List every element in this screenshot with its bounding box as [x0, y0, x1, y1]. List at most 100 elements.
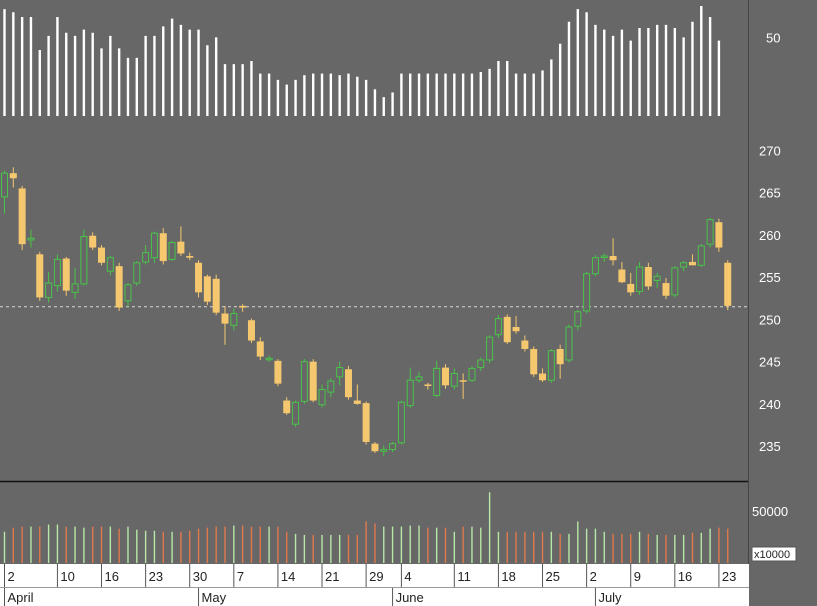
candle	[292, 400, 300, 427]
candle	[89, 232, 97, 251]
candle	[424, 382, 432, 390]
candle	[556, 344, 564, 379]
candle-body-up	[45, 282, 53, 298]
candle-body-up	[547, 350, 555, 381]
volume-tick-label: 50000	[752, 504, 788, 519]
candle-body-up	[433, 367, 441, 396]
candle	[539, 368, 547, 382]
candle-body-up	[142, 252, 150, 263]
candle-body-up	[27, 237, 35, 241]
candle-body-down	[442, 367, 449, 386]
candle-body-up	[406, 379, 414, 407]
candle	[133, 261, 141, 286]
candle-body-up	[450, 373, 458, 387]
candle-body-down	[512, 327, 520, 332]
candle	[609, 238, 617, 266]
candle	[168, 240, 176, 262]
candle-body-up	[397, 401, 405, 444]
candle-body-up	[477, 359, 485, 369]
candle-body-up	[574, 311, 582, 327]
candle	[300, 359, 308, 404]
candle	[468, 365, 476, 382]
candle	[547, 348, 555, 383]
candle-body-down	[503, 316, 511, 343]
candle-body-up	[494, 318, 502, 336]
candle	[433, 360, 441, 398]
candle	[389, 441, 397, 453]
candle-body-up	[230, 312, 238, 326]
day-label: 25	[546, 569, 560, 584]
day-label: 2	[590, 569, 597, 584]
candle-body-up	[265, 357, 273, 361]
candle	[503, 314, 511, 344]
candle-body-down	[62, 258, 70, 291]
candle-body-down	[424, 384, 432, 386]
candle	[195, 260, 203, 298]
day-label: 10	[60, 569, 74, 584]
price-tick-label: 270	[759, 143, 781, 158]
candle	[715, 218, 723, 252]
candle-body-up	[53, 258, 61, 287]
candle-body-up	[468, 367, 476, 381]
candle-body-down	[662, 283, 670, 296]
candle-body-down	[98, 247, 106, 263]
candle-body-down	[221, 313, 229, 324]
candle	[406, 367, 414, 409]
candle	[477, 357, 485, 371]
candle-body-down	[195, 262, 203, 293]
candle-body-down	[627, 283, 635, 293]
day-label: 23	[149, 569, 163, 584]
candle-body-down	[715, 222, 723, 248]
month-label: May	[202, 590, 227, 605]
candle-body-down	[274, 360, 282, 384]
candle	[274, 359, 282, 387]
candle-body-down	[247, 320, 255, 341]
candle-body-up	[486, 336, 494, 361]
candle	[142, 245, 150, 265]
candle-body-up	[300, 361, 308, 402]
candle-body-down	[556, 348, 564, 365]
candle	[230, 308, 238, 331]
day-label: 11	[457, 569, 471, 584]
candle	[371, 441, 379, 453]
candle	[150, 231, 158, 263]
candle	[239, 304, 247, 312]
candle	[309, 359, 317, 403]
volume-unit-label: x10000	[754, 549, 790, 561]
month-label: June	[396, 590, 424, 605]
day-label: 16	[105, 569, 119, 584]
candle-body-up	[106, 257, 114, 272]
candle-body-up	[697, 245, 705, 266]
candle-body-down	[344, 369, 352, 398]
candle-body-down	[89, 235, 97, 248]
candle-body-up	[583, 273, 591, 312]
price-tick-label: 240	[759, 397, 781, 412]
candle-body-down	[539, 373, 547, 381]
candle	[565, 324, 573, 363]
month-label: April	[8, 590, 34, 605]
price-tick-label: 235	[759, 439, 781, 454]
candle	[36, 251, 44, 301]
candle	[98, 245, 106, 266]
candle-body-down	[256, 341, 264, 357]
volume-unit-box	[751, 546, 797, 562]
candle	[415, 371, 423, 383]
candle-body-down	[239, 305, 247, 308]
candle	[71, 267, 79, 300]
candle-body-up	[292, 401, 300, 425]
candle-body-down	[688, 261, 696, 266]
candle-body-down	[724, 262, 732, 306]
candle	[362, 401, 370, 445]
candle	[653, 272, 661, 289]
month-label: July	[598, 590, 622, 605]
candle-body-up	[168, 241, 176, 260]
candle	[186, 252, 194, 261]
price-panel	[0, 167, 748, 457]
candle	[724, 260, 732, 311]
candle-body-down	[459, 380, 467, 382]
candle	[62, 256, 70, 296]
day-label: 21	[325, 569, 339, 584]
candle	[644, 262, 652, 290]
candle	[283, 397, 291, 415]
candle	[459, 373, 467, 399]
